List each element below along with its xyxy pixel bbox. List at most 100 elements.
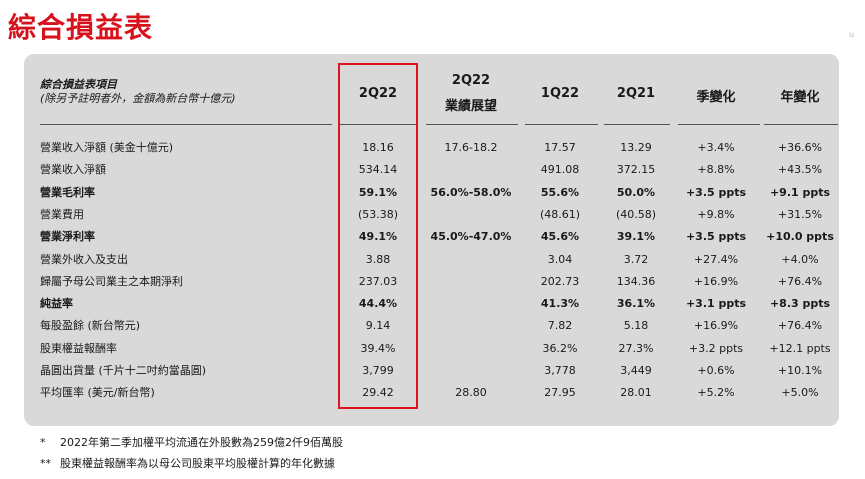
column-header-5: 季變化: [696, 90, 736, 105]
table-cell: 27.3%: [618, 341, 654, 355]
table-cell: 3,778: [544, 364, 576, 377]
table-cell: +3.1 ppts: [685, 297, 747, 311]
table-header-label: 綜合損益表項目 (除另予註明者外，金額為新台幣十億元): [40, 78, 236, 106]
table-cell: 44.4%: [358, 297, 398, 311]
row-label: 每股盈餘 (新台幣元): [40, 319, 141, 333]
table-cell: 491.08: [540, 163, 580, 177]
column-header-4: 2Q21: [616, 86, 656, 101]
table-cell: (40.58): [615, 207, 657, 221]
corner-mark: u: [849, 30, 855, 39]
header-rule: [764, 124, 838, 125]
table-cell: +43.5%: [777, 163, 823, 177]
table-cell: 5.18: [623, 319, 649, 333]
table-cell: +76.4%: [777, 319, 823, 333]
table-cell: [426, 315, 516, 337]
table-cell: 13.29: [620, 141, 652, 154]
table-cell: +31.5%: [777, 207, 823, 221]
table-cell: 41.3%: [540, 297, 580, 311]
table-cell: [426, 249, 516, 271]
table-cell: (48.61): [539, 207, 581, 221]
row-label: 歸屬予母公司業主之本期淨利: [40, 274, 183, 288]
income-statement-panel: [24, 54, 839, 426]
row-label: 股東權益報酬率: [40, 341, 117, 355]
row-label: 營業毛利率: [40, 185, 95, 199]
table-cell: +12.1 ppts: [769, 341, 831, 355]
column-header-1: 2Q22: [358, 86, 398, 101]
table-cell: 18.16: [362, 141, 394, 154]
table-cell: +5.2%: [697, 386, 735, 400]
table-cell: 45.0%-47.0%: [430, 230, 512, 244]
column-header-6: 年變化: [780, 90, 820, 105]
footnote-line: * 2022年第二季加權平均流通在外股數為259億2仟9佰萬股: [40, 434, 343, 450]
table-cell: +8.3 ppts: [769, 297, 831, 311]
table-cell: 36.2%: [542, 341, 578, 355]
row-label: 營業收入淨額 (美金十億元): [40, 141, 174, 154]
table-cell: [426, 204, 516, 226]
table-cell: 29.42: [362, 386, 394, 400]
table-cell: 202.73: [540, 274, 580, 288]
table-cell: 9.14: [365, 319, 391, 333]
table-cell: [426, 360, 516, 382]
footnote-mark: *: [40, 436, 46, 449]
table-cell: 55.6%: [540, 185, 580, 199]
table-cell: 39.4%: [360, 341, 396, 355]
table-cell: 56.0%-58.0%: [430, 185, 512, 199]
table-cell: 28.80: [455, 386, 487, 400]
table-cell: +16.9%: [693, 319, 739, 333]
table-cell: 50.0%: [616, 185, 656, 199]
footnote-text: 2022年第二季加權平均流通在外股數為259億2仟9佰萬股: [60, 436, 343, 449]
footnote-line: ** 股東權益報酬率為以母公司股東平均股權計算的年化數據: [40, 455, 335, 471]
row-label: 營業費用: [40, 207, 84, 221]
table-cell: +8.8%: [697, 163, 735, 177]
table-cell: [426, 159, 516, 181]
footnote-mark: **: [40, 457, 51, 470]
header-label-subtitle: (除另予註明者外，金額為新台幣十億元): [40, 92, 236, 105]
header-rule: [426, 124, 518, 125]
table-cell: +9.8%: [697, 207, 735, 221]
table-cell: 3,449: [620, 364, 652, 377]
table-cell: 3,799: [362, 364, 394, 377]
header-rule: [340, 124, 418, 125]
table-cell: 534.14: [358, 163, 398, 177]
table-cell: 237.03: [358, 274, 398, 288]
table-cell: 39.1%: [616, 230, 656, 244]
table-cell: 7.82: [547, 319, 573, 333]
row-label: 營業外收入及支出: [40, 252, 128, 266]
table-cell: 28.01: [620, 386, 652, 400]
table-cell: +3.5 ppts: [685, 185, 747, 199]
table-cell: +36.6%: [777, 141, 823, 154]
table-cell: 17.6-18.2: [444, 141, 498, 154]
current-quarter-highlight-box: [338, 63, 418, 409]
header-rule: [525, 124, 598, 125]
table-cell: +3.5 ppts: [685, 230, 747, 244]
table-cell: +76.4%: [777, 274, 823, 288]
header-label-title: 綜合損益表項目: [40, 78, 117, 91]
table-cell: 36.1%: [616, 297, 656, 311]
table-cell: 59.1%: [358, 185, 398, 199]
table-cell: [426, 338, 516, 360]
table-cell: +27.4%: [693, 252, 739, 266]
table-cell: +0.6%: [697, 364, 735, 377]
table-cell: +10.0 ppts: [766, 230, 834, 244]
table-cell: 372.15: [616, 163, 656, 177]
table-cell: 49.1%: [358, 230, 398, 244]
table-cell: 3.04: [547, 252, 573, 266]
table-cell: (53.38): [357, 207, 399, 221]
row-label: 晶圓出貨量 (千片十二吋約當晶圓): [40, 364, 207, 377]
row-label: 純益率: [40, 297, 73, 311]
row-label: 平均匯率 (美元/新台幣): [40, 386, 155, 400]
row-label: 營業淨利率: [40, 230, 95, 244]
header-rule: [604, 124, 670, 125]
table-cell: 3.72: [623, 252, 649, 266]
footnote-text: 股東權益報酬率為以母公司股東平均股權計算的年化數據: [60, 457, 335, 470]
table-cell: +4.0%: [781, 252, 819, 266]
column-header-2: 2Q22 業績展望: [444, 73, 497, 114]
header-rule: [40, 124, 332, 125]
table-cell: +5.0%: [781, 386, 819, 400]
table-cell: +16.9%: [693, 274, 739, 288]
table-cell: [426, 293, 516, 315]
table-cell: 3.88: [365, 252, 391, 266]
table-cell: 17.57: [544, 141, 576, 154]
table-cell: +3.2 ppts: [688, 341, 744, 355]
table-cell: 134.36: [616, 274, 656, 288]
